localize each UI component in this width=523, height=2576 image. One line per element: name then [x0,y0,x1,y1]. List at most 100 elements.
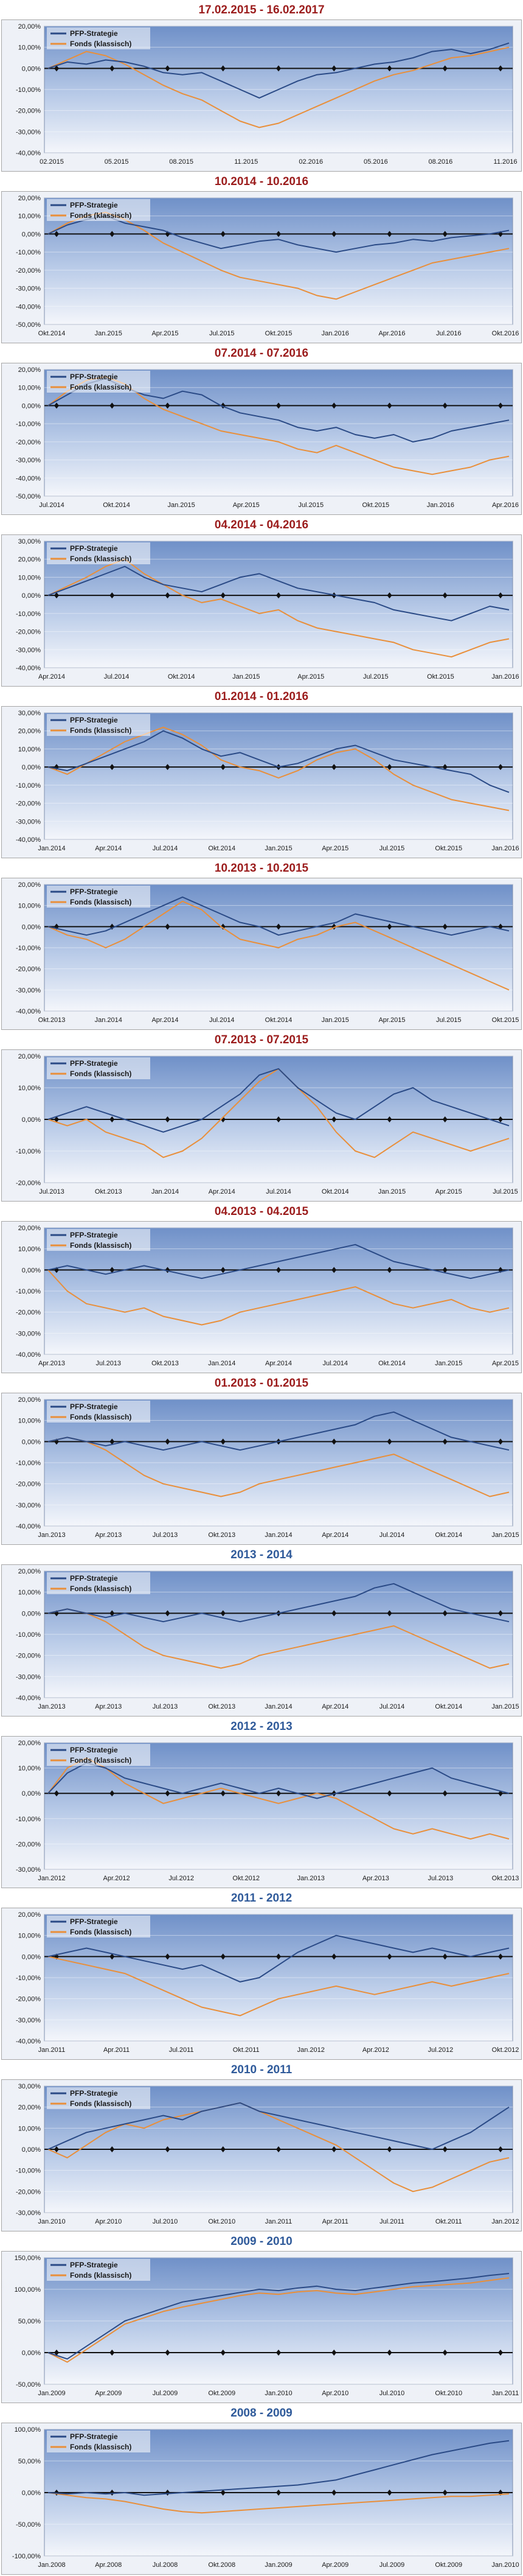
y-tick-label: -10,00% [16,421,41,428]
x-tick-label: Okt.2015 [435,845,462,852]
zero-line-marker [276,1267,281,1273]
zero-line-marker [220,1610,226,1617]
chart-panel: 07.2013 - 07.2015 20,00% 10,00% 0,00% -10,00… [0,1034,523,1202]
zero-line-marker [109,65,115,72]
legend-label: PFP-Strategie [70,373,118,381]
x-tick-label: Jul.2011 [169,2046,194,2054]
legend-label: PFP-Strategie [70,544,118,553]
legend-label: Fonds (klassisch) [70,2443,131,2451]
x-tick-label: Apr.2015 [322,845,348,852]
legend-label: Fonds (klassisch) [70,1069,131,1078]
zero-line-marker [276,65,281,72]
chart-frame: 20,00% 10,00% 0,00% -10,00% -20,00% -30,00% -4… [1,1393,522,1545]
y-tick-label: 10,00% [18,746,41,753]
zero-line-marker [387,2146,392,2152]
zero-line-marker [498,65,503,72]
x-tick-label: Apr.2009 [95,2390,122,2397]
legend-label: Fonds (klassisch) [70,898,131,906]
series-line-pfp [47,2440,510,2496]
zero-line-marker [54,1610,59,1617]
y-tick-label: 10,00% [18,385,41,392]
zero-line-marker [442,1790,448,1797]
zero-line-marker [276,923,281,930]
y-tick-label: -20,00% [16,1481,41,1488]
chart-panel: 10.2013 - 10.2015 20,00% 10,00% 0,00% -10,00… [0,862,523,1030]
chart-plot: 30,00% 20,00% 10,00% 0,00% -10,00% -20,00% -30… [16,2083,519,2225]
y-tick-label: 0,00% [22,1438,41,1446]
x-tick-label: Okt.2015 [427,673,454,681]
y-tick-label: -50,00% [16,493,41,500]
x-tick-label: Jul.2015 [298,502,324,509]
x-tick-label: Okt.2010 [435,2390,462,2397]
series-line-pfp [47,42,510,99]
y-tick-label: -40,00% [16,1523,41,1530]
y-tick-label: 20,00% [18,23,41,30]
y-tick-label: -30,00% [16,128,41,136]
x-tick-label: Apr.2010 [322,2390,348,2397]
zero-line-marker [331,1953,337,1960]
x-tick-label: Apr.2014 [322,1531,348,1539]
zero-line-marker [331,1610,337,1617]
x-tick-label: Okt.2015 [362,502,390,509]
y-tick-label: -10,00% [16,1975,41,1982]
zero-line-marker [165,923,170,930]
chart-panel: 2009 - 2010 150,00% 100,00% 50,00% 0,00% -50,… [0,2235,523,2403]
x-tick-label: Jul.2012 [168,1875,194,1882]
y-tick-label: -20,00% [16,629,41,636]
legend: PFP-Strategie Fonds (klassisch) [47,714,150,736]
y-tick-label: 10,00% [18,1246,41,1253]
x-tick-label: Jan.2011 [38,2046,65,2054]
zero-line-marker [331,2146,337,2152]
chart-frame: 30,00% 20,00% 10,00% 0,00% -10,00% -20,00% -30… [1,2079,522,2231]
x-tick-label: Jul.2011 [379,2218,404,2225]
zero-line-marker [109,923,115,930]
y-tick-label: 20,00% [18,1740,41,1747]
y-tick-label: 10,00% [18,1085,41,1092]
x-tick-label: Apr.2015 [151,330,178,337]
chart-title: 07.2014 - 07.2016 [214,347,309,360]
y-tick-label: -30,00% [16,818,41,825]
y-tick-label: -30,00% [16,1502,41,1509]
zero-line-marker [109,592,115,599]
zero-line-marker [387,764,392,771]
x-tick-label: 11.2015 [234,158,258,166]
y-tick-label: 0,00% [22,65,41,72]
legend: PFP-Strategie Fonds (klassisch) [47,1401,150,1423]
zero-line-marker [331,923,337,930]
zero-line-marker [498,1116,503,1122]
series-line-pfp [47,1068,510,1133]
zero-line-marker [387,65,392,72]
legend-label: Fonds (klassisch) [70,40,131,48]
legend-label: PFP-Strategie [70,1402,118,1411]
x-tick-label: Okt.2013 [208,1531,235,1539]
x-tick-label: Jan.2015 [168,502,195,509]
x-tick-label: Jul.2014 [266,1188,291,1195]
zero-line-marker [498,1790,503,1797]
x-tick-label: Jan.2014 [265,1531,292,1539]
chart-title: 01.2014 - 01.2016 [214,690,309,703]
x-tick-label: Jul.2013 [428,1875,454,1882]
series-line-fonds [47,726,510,811]
x-tick-label: Apr.2013 [38,1360,65,1367]
zero-line-marker [276,1790,281,1797]
x-tick-label: Jul.2013 [39,1188,64,1195]
x-tick-label: Jul.2014 [379,1531,405,1539]
x-tick-label: Jan.2015 [95,330,122,337]
y-tick-label: -40,00% [16,303,41,310]
legend-label: PFP-Strategie [70,1059,118,1068]
x-tick-label: Jan.2014 [208,1360,235,1367]
y-tick-label: -40,00% [16,1351,41,1359]
zero-line-marker [220,2490,226,2496]
zero-line-marker [387,1438,392,1445]
x-tick-label: Okt.2014 [103,502,130,509]
chart-frame: 100,00% 50,00% 0,00% -50,00% -100,00% Jan.200… [1,2423,522,2575]
zero-line-marker [498,1438,503,1445]
legend-box [47,886,150,908]
chart-plot: 20,00% 10,00% 0,00% -10,00% -20,00% -30,00% -4… [16,366,519,509]
y-tick-label: -20,00% [16,439,41,446]
x-tick-label: Jan.2010 [265,2390,292,2397]
zero-line-marker [165,1953,170,1960]
x-tick-label: Jan.2016 [322,330,349,337]
chart-title: 2010 - 2011 [230,2063,293,2076]
zero-line-marker [276,2490,281,2496]
